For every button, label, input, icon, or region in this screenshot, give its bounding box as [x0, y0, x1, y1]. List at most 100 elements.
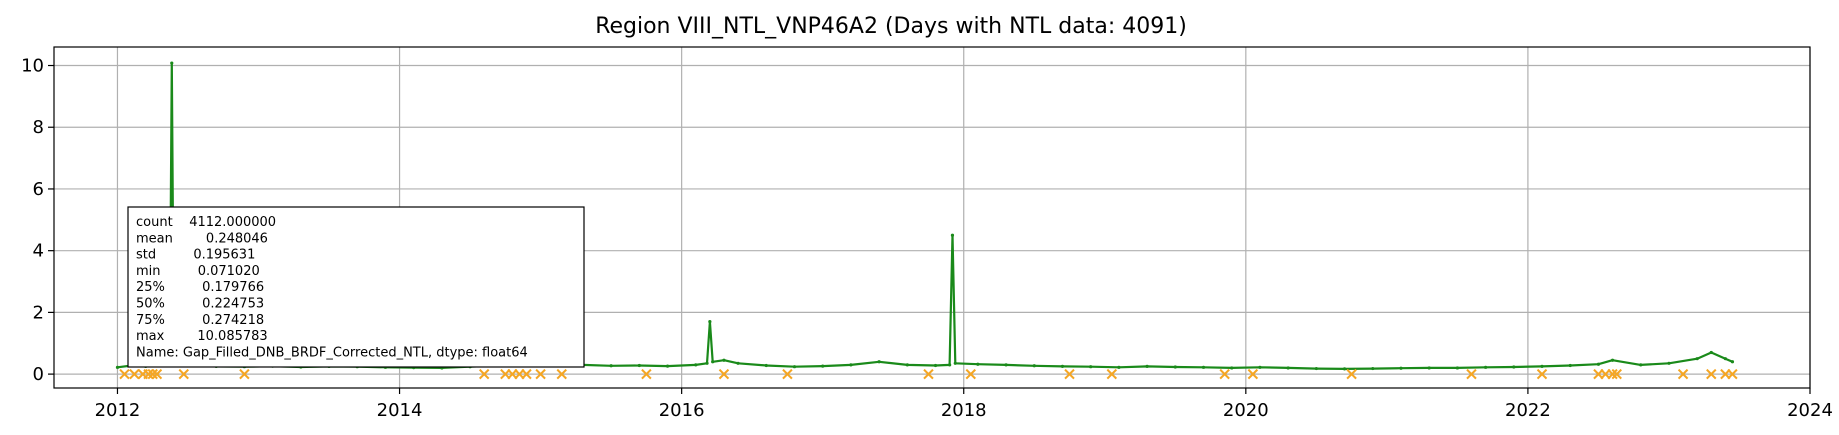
ntl-data-point: [821, 364, 825, 368]
missing-day-marker: [129, 368, 140, 380]
x-tick-label: 2018: [941, 400, 987, 421]
stats-line: mean 0.248046: [136, 231, 268, 246]
ntl-data-point: [1596, 362, 1601, 366]
missing-day-marker: [1064, 368, 1075, 380]
x-tick-label: 2022: [1505, 400, 1551, 421]
missing-day-marker: [1706, 368, 1717, 380]
missing-day-marker: [1247, 368, 1259, 380]
missing-day-marker: [1677, 368, 1689, 380]
missing-day-marker: [556, 368, 567, 380]
ntl-data-point: [1540, 364, 1544, 368]
stats-box-border: [127, 206, 585, 368]
ntl-data-point: [736, 361, 740, 365]
ntl-data-point: [1342, 367, 1347, 371]
missing-day-marker: [119, 368, 130, 380]
ntl-data-point: [849, 363, 853, 367]
ntl-data-point: [953, 361, 957, 365]
y-tick-label: 10: [21, 56, 44, 77]
stats-line: min 0.071020: [136, 264, 260, 279]
ntl-data-point: [792, 365, 797, 369]
ntl-data-point: [1667, 361, 1671, 365]
missing-day-marker: [923, 368, 934, 380]
ntl-data-point: [1286, 366, 1290, 370]
missing-day-marker: [147, 368, 158, 380]
ntl-data-point: [722, 358, 726, 362]
stats-line: 50% 0.224753: [136, 297, 264, 312]
ntl-data-point: [170, 61, 174, 65]
y-tick-label: 2: [33, 302, 44, 323]
missing-day-marker: [718, 368, 730, 380]
ntl-data-point: [1455, 366, 1459, 370]
missing-day-marker: [1607, 368, 1618, 380]
missing-day-marker: [478, 368, 490, 380]
missing-day-marker: [535, 368, 546, 380]
ntl-data-point: [1610, 358, 1615, 362]
ntl-data-point: [1145, 364, 1149, 368]
ntl-data-point: [877, 360, 881, 364]
chart-title: Region VIII_NTL_VNP46A2 (Days with NTL d…: [595, 14, 1187, 39]
ntl-data-point: [1639, 363, 1643, 367]
ntl-data-point: [609, 364, 613, 368]
ntl-data-point: [1032, 364, 1036, 368]
stats-line: 25% 0.179766: [136, 280, 264, 295]
missing-day-marker: [965, 368, 976, 380]
ntl-data-point: [1004, 363, 1008, 367]
ntl-data-point: [1371, 366, 1375, 371]
ntl-data-point: [711, 360, 715, 364]
ntl-data-point: [1399, 366, 1403, 370]
y-tick-label: 8: [33, 117, 44, 138]
ntl-data-point: [115, 365, 120, 369]
stats-line: max 10.085783: [136, 329, 268, 344]
ntl-data-point: [637, 363, 641, 368]
ntl-data-point: [1512, 365, 1516, 369]
ntl-data-point: [1483, 365, 1488, 369]
missing-day-marker: [239, 368, 250, 380]
ntl-data-point: [1568, 363, 1572, 368]
x-tick-label: 2024: [1787, 400, 1833, 421]
x-tick-label: 2020: [1223, 400, 1269, 421]
missing-day-marker: [1611, 368, 1622, 380]
missing-day-marker: [521, 368, 532, 380]
ntl-data-point: [1723, 357, 1727, 361]
ntl-data-point: [705, 361, 709, 365]
missing-day-marker: [782, 368, 793, 380]
ntl-data-point: [764, 363, 768, 368]
ntl-data-point: [1709, 350, 1713, 355]
grid-lines: [54, 47, 1811, 388]
ntl-data-point: [1230, 366, 1234, 370]
ntl-data-point: [708, 320, 712, 324]
missing-day-marker: [151, 368, 163, 380]
stats-line: count 4112.000000: [136, 215, 276, 230]
missing-day-marker: [1346, 368, 1357, 380]
ntl-data-point: [1314, 366, 1318, 371]
ntl-data-point: [933, 363, 938, 368]
stats-line: std 0.195631: [136, 248, 255, 263]
ntl-data-point: [1201, 365, 1206, 369]
missing-day-marker: [641, 368, 652, 380]
ntl-data-point: [948, 363, 952, 367]
missing-day-marker: [1106, 368, 1118, 380]
x-axis: 2012 2014 2016 2018 2020 2022 2024: [95, 388, 1833, 421]
missing-day-marker: [1466, 368, 1477, 380]
ntl-data-point: [1060, 364, 1065, 368]
plot-frame: [53, 46, 1811, 389]
ntl-data-point: [694, 363, 698, 367]
y-tick-label: 4: [33, 241, 44, 262]
missing-day-marker: [178, 368, 189, 380]
ntl-data-point: [976, 362, 980, 366]
missing-day-markers: [119, 368, 1738, 380]
ntl-data-point: [1089, 365, 1093, 369]
missing-day-marker: [143, 368, 154, 380]
ntl-data-point: [905, 363, 909, 367]
ntl-data-point: [1258, 365, 1262, 369]
missing-day-marker: [1219, 368, 1230, 380]
stats-line: Name: Gap_Filled_DNB_BRDF_Corrected_NTL,…: [136, 345, 528, 360]
ntl-data-point: [1117, 365, 1121, 369]
y-axis: 0 2 4 6 8 10: [21, 56, 54, 385]
ntl-data-point: [1730, 360, 1735, 364]
y-tick-label: 0: [33, 364, 44, 385]
missing-day-marker: [1536, 368, 1548, 380]
x-tick-label: 2014: [377, 400, 423, 421]
